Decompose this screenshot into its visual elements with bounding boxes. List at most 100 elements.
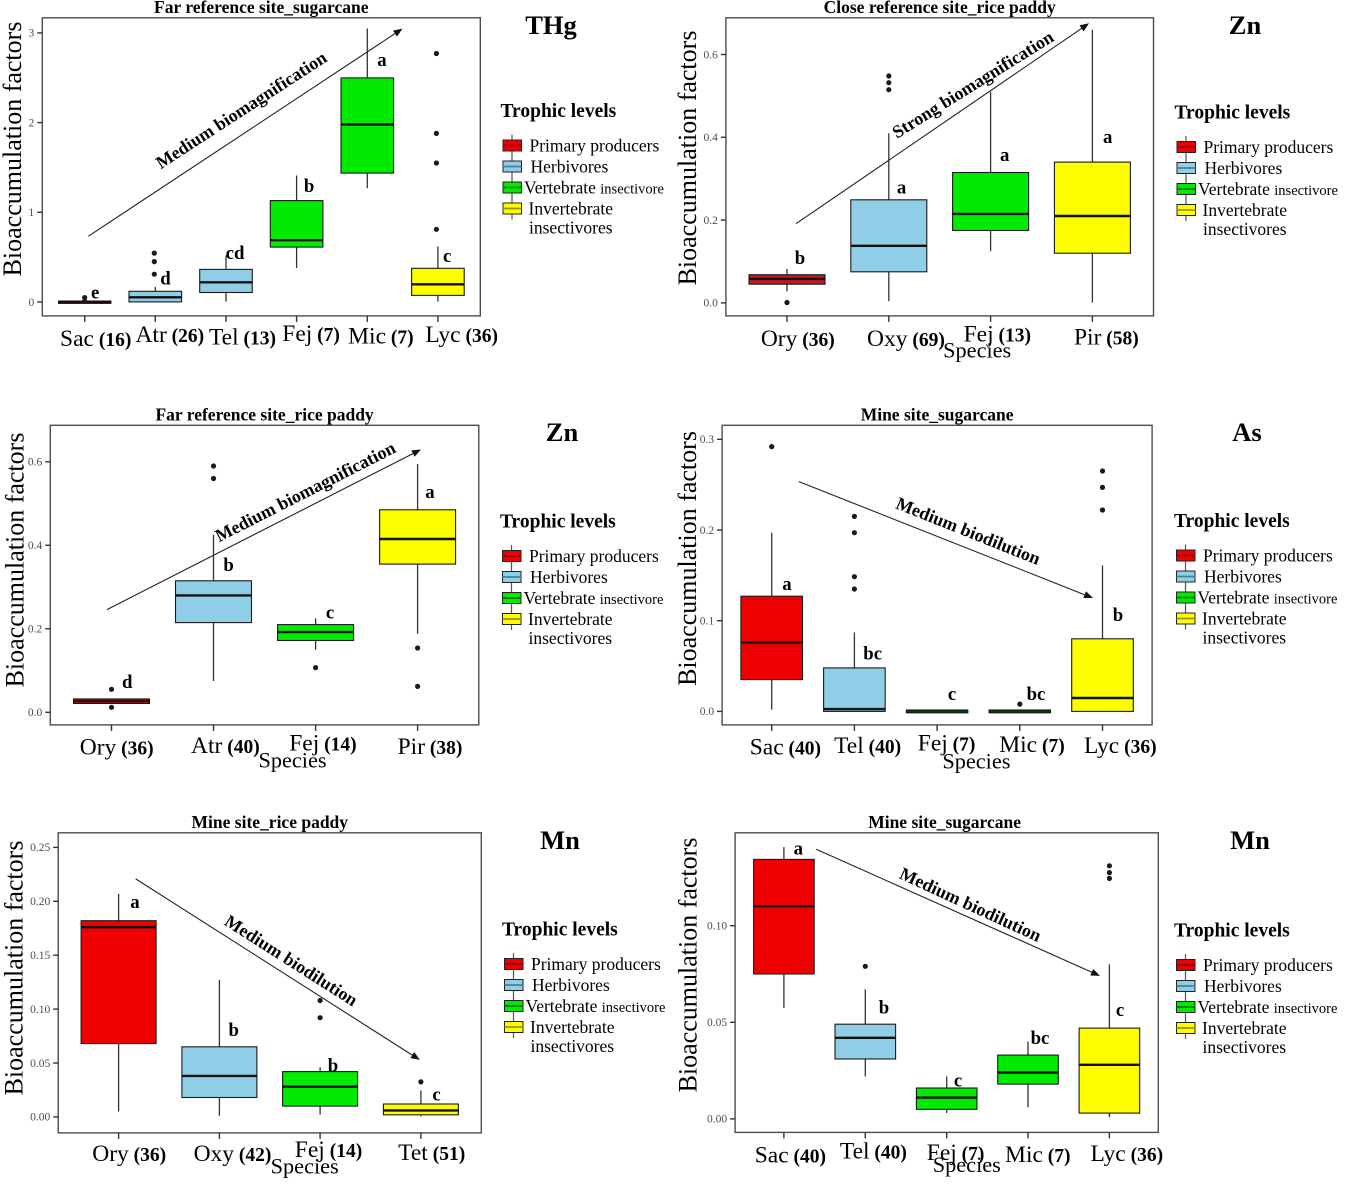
svg-text:0.10: 0.10 xyxy=(30,1004,50,1016)
svg-text:0.6: 0.6 xyxy=(28,457,43,469)
svg-text:0.1: 0.1 xyxy=(700,616,715,628)
svg-text:Trophic levels: Trophic levels xyxy=(500,512,616,533)
svg-text:Herbivores: Herbivores xyxy=(531,156,609,176)
svg-text:b: b xyxy=(1113,605,1123,626)
svg-text:Primary producers: Primary producers xyxy=(530,135,660,155)
svg-text:b: b xyxy=(228,1020,238,1041)
svg-text:b: b xyxy=(879,998,889,1019)
svg-text:c: c xyxy=(443,246,451,267)
svg-text:0.10: 0.10 xyxy=(707,921,727,933)
svg-text:0.2: 0.2 xyxy=(700,525,715,537)
svg-text:0.6: 0.6 xyxy=(704,49,719,61)
svg-text:Primary producers: Primary producers xyxy=(529,546,659,566)
svg-text:0.2: 0.2 xyxy=(28,624,43,636)
svg-text:Mic (7): Mic (7) xyxy=(999,732,1064,758)
svg-text:Ory (36): Ory (36) xyxy=(92,1141,166,1167)
svg-text:0.15: 0.15 xyxy=(30,950,50,962)
svg-text:d: d xyxy=(122,672,133,693)
svg-text:Pir (38): Pir (38) xyxy=(398,734,463,760)
svg-text:As: As xyxy=(1232,417,1261,447)
svg-text:a: a xyxy=(782,574,792,595)
svg-text:0.20: 0.20 xyxy=(30,896,50,908)
svg-text:Zn: Zn xyxy=(546,417,579,447)
svg-text:a: a xyxy=(794,839,804,860)
svg-text:b: b xyxy=(328,1055,338,1076)
svg-text:a: a xyxy=(130,892,140,913)
svg-text:Far reference site_sugarcane: Far reference site_sugarcane xyxy=(154,0,369,17)
svg-text:Trophic levels: Trophic levels xyxy=(1174,511,1290,532)
svg-text:Invertebrate: Invertebrate xyxy=(1203,200,1288,220)
svg-text:Mic (7): Mic (7) xyxy=(1005,1142,1070,1168)
svg-text:Invertebrate: Invertebrate xyxy=(1202,1018,1287,1038)
svg-text:THg: THg xyxy=(525,10,577,40)
svg-text:Mine site_sugarcane: Mine site_sugarcane xyxy=(868,812,1021,832)
svg-text:a: a xyxy=(1103,127,1113,148)
svg-text:Zn: Zn xyxy=(1229,10,1262,40)
svg-text:bc: bc xyxy=(863,644,882,665)
svg-text:Trophic levels: Trophic levels xyxy=(1175,103,1291,124)
svg-text:Mine site_sugarcane: Mine site_sugarcane xyxy=(861,405,1014,425)
svg-text:bc: bc xyxy=(1031,1028,1050,1049)
svg-text:Fej (14): Fej (14) xyxy=(289,731,356,757)
svg-text:Bioaccumulation factors: Bioaccumulation factors xyxy=(673,31,702,286)
svg-text:a: a xyxy=(377,50,387,71)
svg-text:Ory (36): Ory (36) xyxy=(80,735,154,761)
svg-text:0.3: 0.3 xyxy=(700,434,715,446)
svg-text:Ory (36): Ory (36) xyxy=(761,326,835,352)
svg-text:b: b xyxy=(304,176,314,197)
svg-text:Vertebrate insectivore: Vertebrate insectivore xyxy=(524,177,664,197)
svg-text:Mine site_rice paddy: Mine site_rice paddy xyxy=(192,812,349,832)
svg-text:Bioaccumulation factors: Bioaccumulation factors xyxy=(674,838,703,1093)
svg-text:Primary producers: Primary producers xyxy=(531,954,661,974)
svg-text:Sac (40): Sac (40) xyxy=(755,1143,826,1169)
svg-text:e: e xyxy=(91,283,99,304)
svg-text:c: c xyxy=(1116,1000,1124,1021)
svg-text:Mic (7): Mic (7) xyxy=(348,323,413,349)
svg-text:Primary producers: Primary producers xyxy=(1204,137,1334,157)
svg-text:0.05: 0.05 xyxy=(30,1058,50,1070)
svg-text:Vertebrate insectivore: Vertebrate insectivore xyxy=(1198,587,1338,607)
svg-text:Fej (7): Fej (7) xyxy=(927,1140,985,1166)
svg-text:b: b xyxy=(223,555,233,576)
svg-text:0: 0 xyxy=(29,297,35,309)
svg-text:insectivores: insectivores xyxy=(1203,219,1287,239)
svg-text:Lyc (36): Lyc (36) xyxy=(425,322,498,348)
svg-text:Lyc (36): Lyc (36) xyxy=(1090,1141,1163,1167)
svg-text:bc: bc xyxy=(1027,684,1046,705)
svg-text:Vertebrate insectivore: Vertebrate insectivore xyxy=(526,996,666,1016)
svg-text:Tel (13): Tel (13) xyxy=(209,324,276,350)
svg-text:Species: Species xyxy=(271,1153,339,1178)
svg-text:0.05: 0.05 xyxy=(707,1017,727,1029)
svg-text:Bioaccumulation factors: Bioaccumulation factors xyxy=(673,431,702,686)
svg-text:Primary producers: Primary producers xyxy=(1203,545,1333,565)
svg-text:Trophic levels: Trophic levels xyxy=(502,920,618,941)
svg-text:Fej (13): Fej (13) xyxy=(964,321,1031,347)
svg-text:insectivores: insectivores xyxy=(529,218,613,238)
svg-text:Tel (40): Tel (40) xyxy=(840,1139,907,1165)
svg-text:Fej (14): Fej (14) xyxy=(295,1137,362,1163)
svg-text:c: c xyxy=(954,1071,962,1092)
svg-text:a: a xyxy=(1000,145,1010,166)
svg-text:Trophic levels: Trophic levels xyxy=(1174,921,1290,942)
svg-text:b: b xyxy=(795,248,805,269)
svg-text:0.00: 0.00 xyxy=(30,1112,50,1124)
svg-text:Herbivores: Herbivores xyxy=(530,567,608,587)
svg-text:Pir (58): Pir (58) xyxy=(1074,325,1139,351)
svg-text:Bioaccumulation factors: Bioaccumulation factors xyxy=(0,841,29,1096)
svg-text:a: a xyxy=(425,482,435,503)
svg-text:Species: Species xyxy=(933,1152,1001,1177)
svg-text:0.4: 0.4 xyxy=(28,540,43,552)
svg-text:insectivores: insectivores xyxy=(1203,1037,1287,1057)
svg-text:Oxy (42): Oxy (42) xyxy=(194,1141,272,1167)
svg-text:Oxy (69): Oxy (69) xyxy=(867,326,945,352)
svg-text:Vertebrate insectivore: Vertebrate insectivore xyxy=(1198,997,1338,1017)
svg-text:c: c xyxy=(948,684,956,705)
svg-text:c: c xyxy=(432,1085,440,1106)
svg-text:Invertebrate: Invertebrate xyxy=(1202,608,1287,628)
svg-text:Mn: Mn xyxy=(1230,825,1270,855)
svg-text:Bioaccumulation factors: Bioaccumulation factors xyxy=(0,22,27,277)
svg-text:Far reference site_rice paddy: Far reference site_rice paddy xyxy=(155,405,373,425)
svg-text:Lyc (36): Lyc (36) xyxy=(1084,733,1157,759)
svg-text:Invertebrate: Invertebrate xyxy=(528,609,613,629)
svg-text:Atr (26): Atr (26) xyxy=(135,322,204,348)
